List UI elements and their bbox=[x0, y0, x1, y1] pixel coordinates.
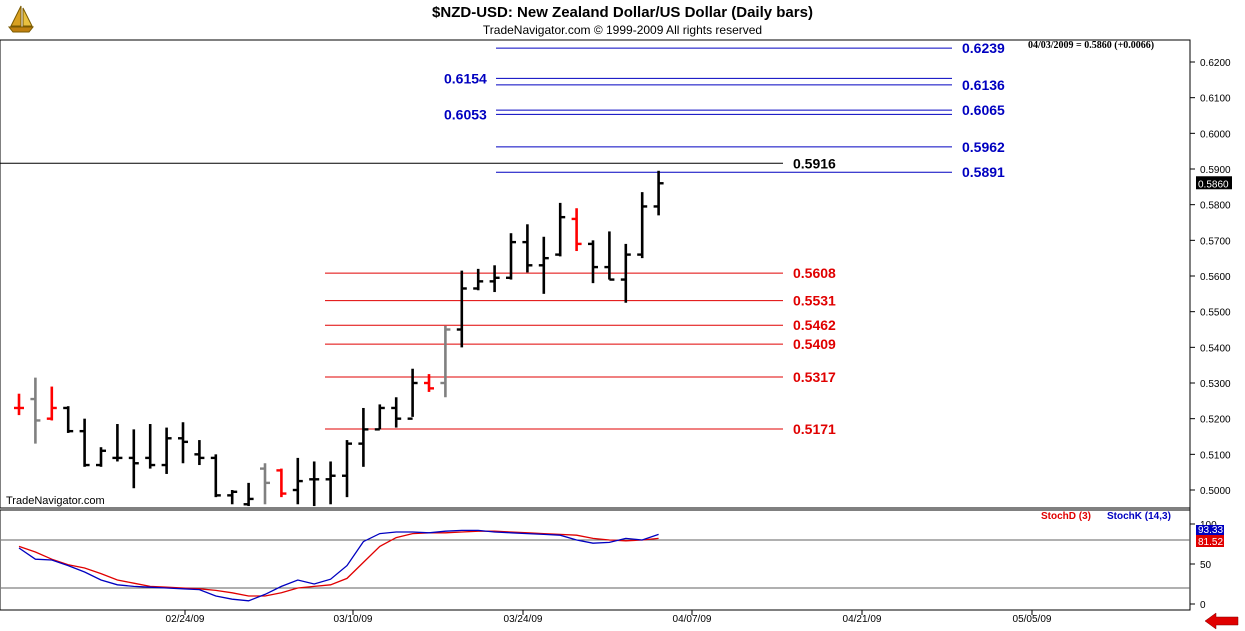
support-label: 0.5531 bbox=[793, 293, 836, 309]
resistance-label: 0.6154 bbox=[444, 70, 487, 86]
date-axis: 02/24/09 03/10/09 03/24/09 04/07/09 04/21/09… bbox=[166, 610, 1052, 625]
price-y-axis: 0.6200 0.6100 0.6000 0.5900 0.5800 0.5700 0.56… bbox=[1190, 58, 1232, 497]
stochd-tag-label: 81.52 bbox=[1198, 537, 1223, 548]
price-tick-label: 0.6000 bbox=[1200, 129, 1231, 140]
date-tick-label: 03/10/09 bbox=[334, 614, 373, 625]
resistance-label: 0.6053 bbox=[444, 106, 487, 122]
date-tick-label: 03/24/09 bbox=[504, 614, 543, 625]
resistance-label: 0.5891 bbox=[962, 164, 1005, 180]
scroll-arrow-icon[interactable] bbox=[1203, 612, 1239, 630]
price-tick-label: 0.5100 bbox=[1200, 450, 1231, 461]
price-tick-label: 0.6200 bbox=[1200, 58, 1231, 69]
resistance-label: 0.6065 bbox=[962, 102, 1005, 118]
price-panel bbox=[0, 39, 1191, 509]
stochk-legend: StochK (14,3) bbox=[1107, 511, 1171, 522]
price-bars bbox=[14, 170, 664, 507]
fibonacci-levels: 0.6239 0.6154 0.6136 0.6065 0.6053 0.5962 0.58… bbox=[0, 40, 1005, 437]
last-price-tag bbox=[1196, 176, 1232, 190]
date-tick-label: 04/21/09 bbox=[843, 614, 882, 625]
price-tick-label: 0.5000 bbox=[1200, 486, 1231, 497]
date-tick-label: 05/05/09 bbox=[1013, 614, 1052, 625]
stoch-tick-label: 0 bbox=[1200, 600, 1206, 611]
stochd-legend: StochD (3) bbox=[1041, 511, 1091, 522]
chart-title: $NZD-USD: New Zealand Dollar/US Dollar (… bbox=[432, 4, 813, 21]
chart-header: $NZD-USD: New Zealand Dollar/US Dollar (… bbox=[0, 0, 1245, 40]
price-tick-label: 0.6100 bbox=[1200, 94, 1231, 105]
last-quote-label: 04/03/2009 = 0.5860 (+0.0066) bbox=[1028, 40, 1154, 51]
price-tick-label: 0.5300 bbox=[1200, 379, 1231, 390]
price-tick-label: 0.5900 bbox=[1200, 165, 1231, 176]
support-label: 0.5171 bbox=[793, 421, 836, 437]
price-tick-label: 0.5500 bbox=[1200, 308, 1231, 319]
sailboat-logo-icon bbox=[6, 4, 36, 34]
stoch-tick-label: 50 bbox=[1200, 560, 1212, 571]
support-label: 0.5608 bbox=[793, 265, 836, 281]
support-label: 0.5409 bbox=[793, 336, 836, 352]
stochk-line bbox=[18, 529, 659, 602]
last-price-tag-label: 0.5860 bbox=[1198, 179, 1229, 190]
stochd-tag bbox=[1196, 535, 1224, 547]
resistance-label: 0.5962 bbox=[962, 139, 1005, 155]
price-tick-label: 0.5600 bbox=[1200, 272, 1231, 283]
resistance-label: 0.6136 bbox=[962, 77, 1005, 93]
price-tick-label: 0.5800 bbox=[1200, 201, 1231, 212]
date-tick-label: 04/07/09 bbox=[673, 614, 712, 625]
stochastic-panel bbox=[0, 509, 1191, 611]
watermark: TradeNavigator.com bbox=[6, 495, 105, 507]
chart-subtitle: TradeNavigator.com © 1999-2009 All right… bbox=[482, 23, 763, 37]
date-tick-label: 02/24/09 bbox=[166, 614, 205, 625]
stochk-tag-label: 93.33 bbox=[1198, 525, 1223, 536]
price-tick-label: 0.5400 bbox=[1200, 343, 1231, 354]
bars-clip bbox=[14, 170, 664, 507]
price-tick-label: 0.5200 bbox=[1200, 415, 1231, 426]
current-level-label: 0.5916 bbox=[793, 155, 836, 171]
resistance-label: 0.6239 bbox=[962, 40, 1005, 56]
stochk-tag bbox=[1196, 525, 1224, 535]
support-label: 0.5462 bbox=[793, 317, 836, 333]
price-tick-label: 0.5700 bbox=[1200, 236, 1231, 247]
support-label: 0.5317 bbox=[793, 369, 836, 385]
stochd-line bbox=[18, 530, 659, 597]
